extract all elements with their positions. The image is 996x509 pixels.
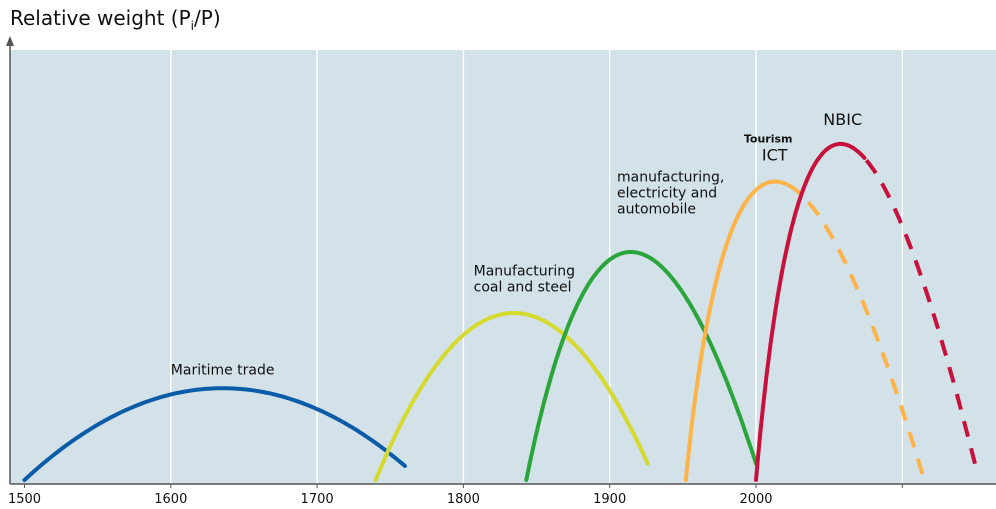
x-tick-labels: 1500 1600 1700 1800 1900 2000	[8, 492, 773, 507]
x-tick-label-1500: 1500	[8, 492, 41, 507]
x-tick-label-1700: 1700	[301, 492, 334, 507]
x-tick-label-1800: 1800	[447, 492, 480, 507]
series-label-manufacturing-electricity-and-automobile-1: electricity and	[617, 186, 717, 202]
series-label-maritime-trade-0: Maritime trade	[171, 362, 275, 378]
x-tick-label-1600: 1600	[154, 492, 187, 507]
series-label-manufacturing-coal-and-steel-0: Manufacturing	[474, 264, 575, 280]
x-tick-label-2000: 2000	[739, 492, 772, 507]
series-label-ict-0: ICT	[762, 145, 788, 164]
series-label-manufacturing-electricity-and-automobile-2: automobile	[617, 202, 696, 218]
x-tick-label-1900: 1900	[593, 492, 626, 507]
y-axis-arrow	[6, 36, 14, 46]
series-label-small-ict: Tourism	[744, 132, 793, 145]
series-label-manufacturing-electricity-and-automobile-0: manufacturing,	[617, 170, 724, 186]
series-label-nbic-0: NBIC	[823, 110, 862, 129]
series-label-manufacturing-coal-and-steel-1: coal and steel	[474, 280, 572, 296]
